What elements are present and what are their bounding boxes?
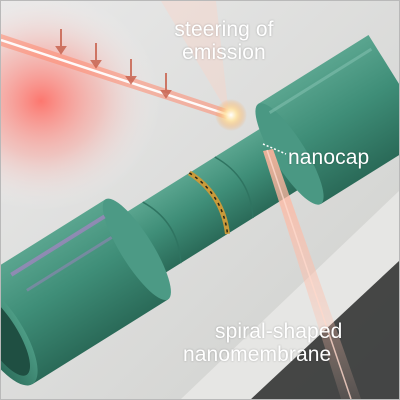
emission-spot <box>215 99 247 131</box>
nanocap-label: nanocap <box>288 146 370 169</box>
emission-upward <box>161 1 229 115</box>
nanocap-pointer <box>262 143 287 155</box>
arrow-icons <box>55 29 172 99</box>
spiral-line2: nanomembrane <box>183 343 332 366</box>
spiral-line1: spiral-shaped <box>215 320 343 343</box>
spiral-label: spiral-shaped nanomembrane <box>183 320 342 366</box>
steering-line1: steering of <box>174 18 274 41</box>
steering-label: steering of emission <box>153 18 295 64</box>
spiral-tube <box>1 35 399 386</box>
steering-line2: emission <box>182 41 266 64</box>
